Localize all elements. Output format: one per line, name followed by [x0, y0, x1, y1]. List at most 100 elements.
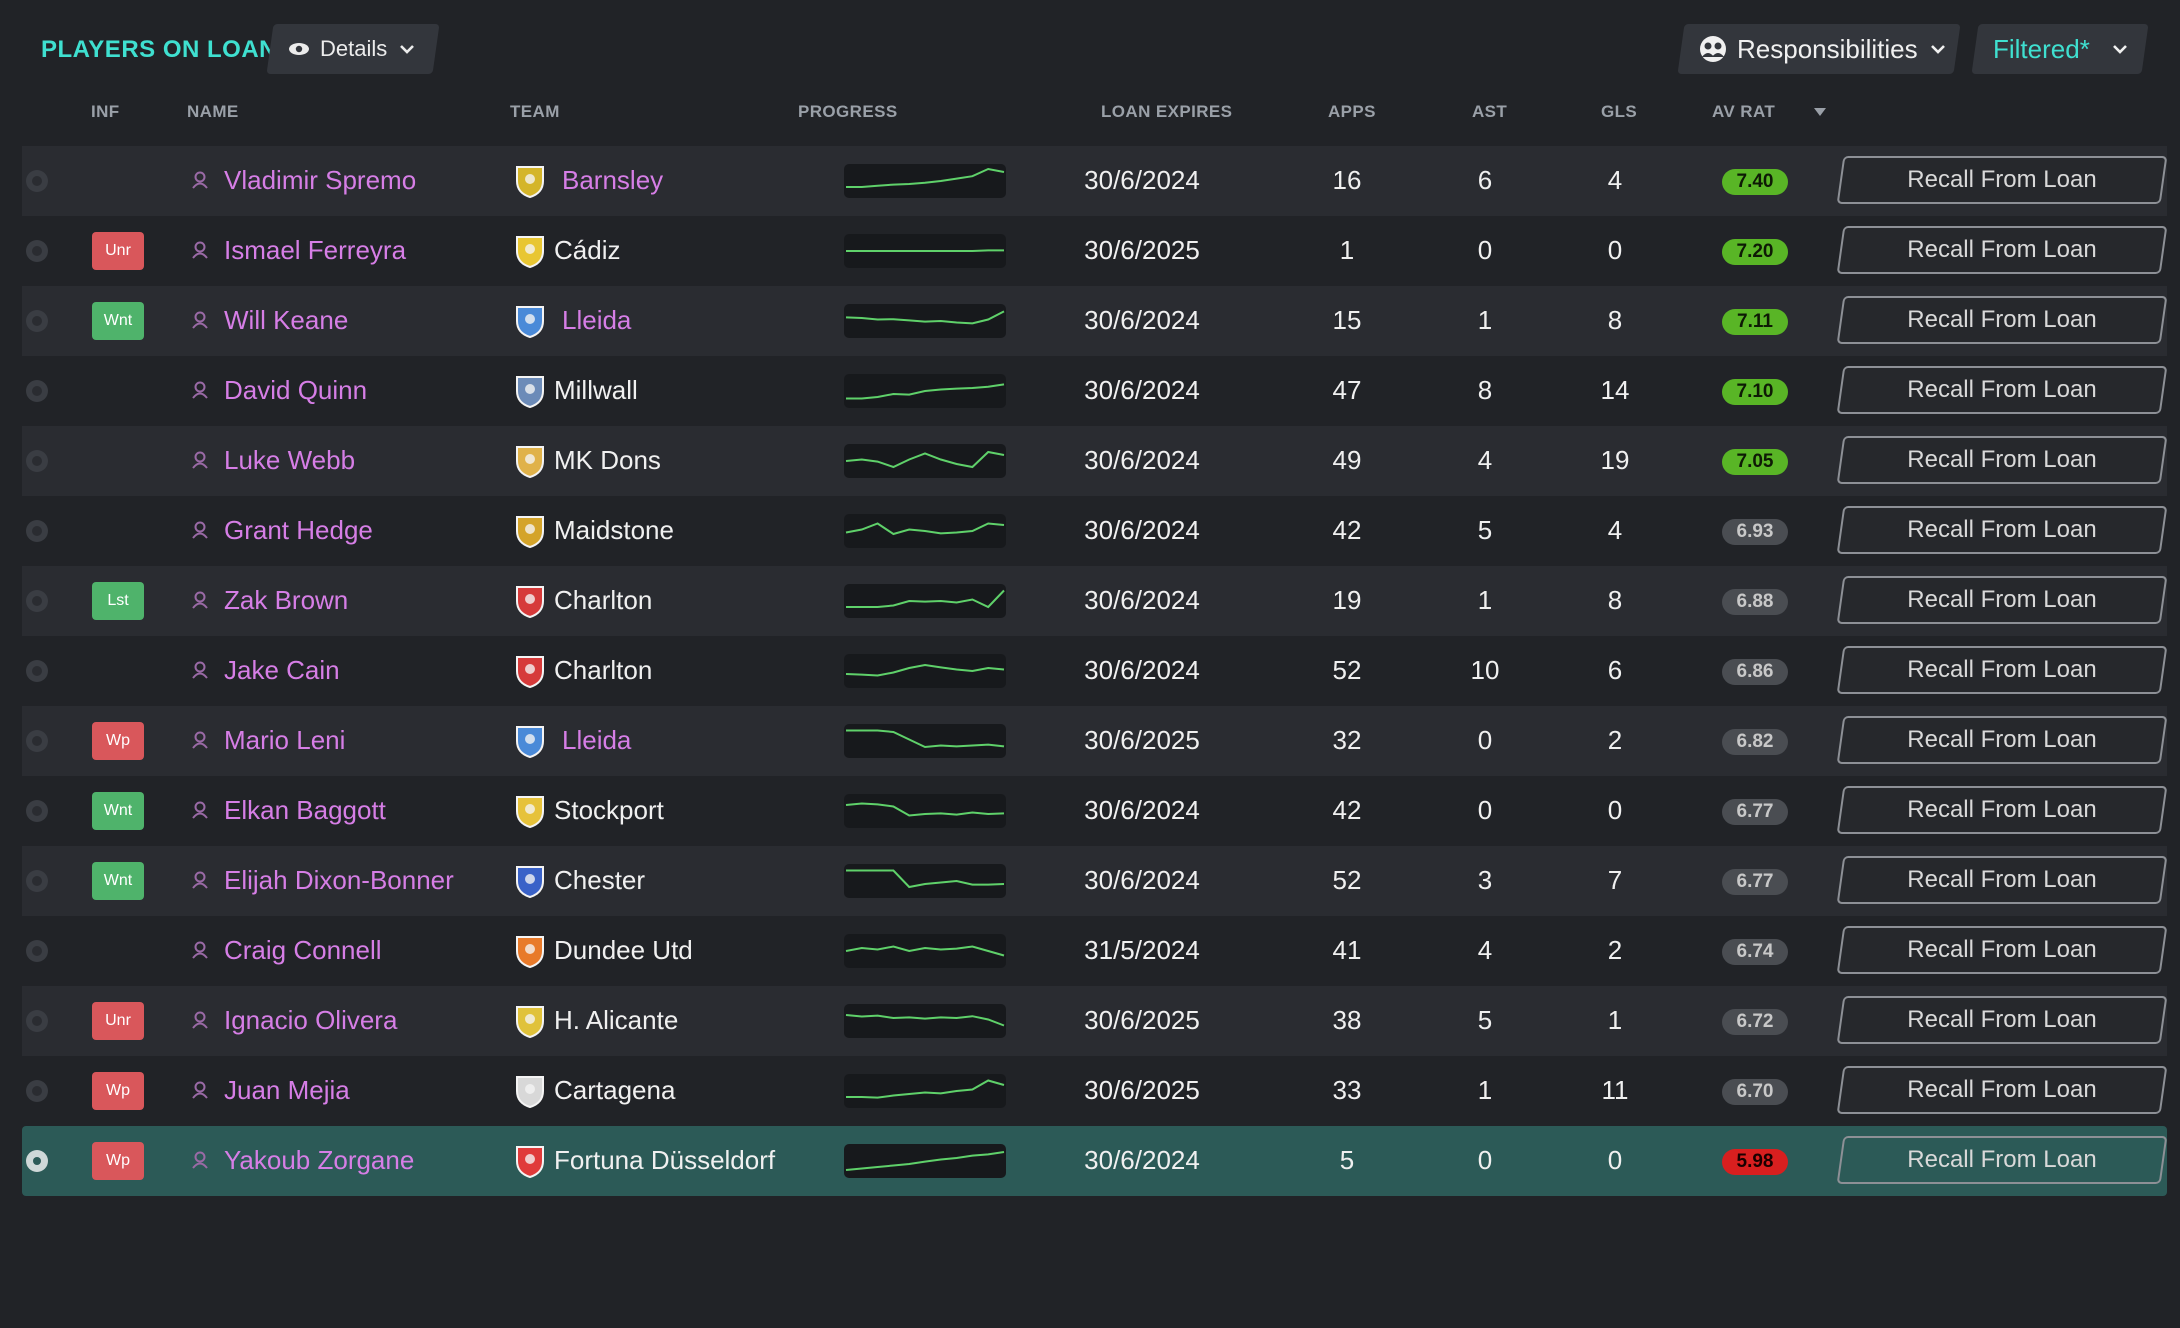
goals-value: 2 [1607, 935, 1623, 965]
apps-value: 38 [1332, 1005, 1362, 1035]
row-select-radio[interactable] [26, 450, 48, 472]
person-icon [192, 731, 208, 754]
recall-from-loan-button[interactable]: Recall From Loan [1836, 366, 2168, 414]
table-row[interactable]: Luke Webb MK Dons 30/6/2024 49 4 19 7.05… [22, 426, 2168, 496]
player-name-link[interactable]: Yakoub Zorgane [224, 1145, 415, 1175]
column-header-ast[interactable]: AST [1472, 102, 1508, 121]
apps-value: 15 [1332, 305, 1362, 335]
player-name-link[interactable]: Grant Hedge [224, 515, 373, 545]
column-header-inf[interactable]: INF [91, 102, 120, 121]
recall-from-loan-button[interactable]: Recall From Loan [1836, 156, 2168, 204]
table-row[interactable]: Jake Cain Charlton 30/6/2024 52 10 6 6.8… [22, 636, 2168, 706]
player-name-link[interactable]: Zak Brown [224, 585, 349, 615]
recall-label: Recall From Loan [1907, 306, 2097, 333]
person-icon [192, 801, 208, 824]
table-row[interactable]: Craig Connell Dundee Utd 31/5/2024 41 4 … [22, 916, 2168, 986]
row-select-radio[interactable] [26, 1150, 48, 1172]
player-name-link[interactable]: David Quinn [224, 375, 368, 405]
player-name-link[interactable]: Mario Leni [224, 725, 346, 755]
row-select-radio[interactable] [26, 170, 48, 192]
goals-value: 0 [1607, 1145, 1623, 1175]
team-name[interactable]: Lleida [562, 305, 632, 335]
assists-value: 10 [1470, 655, 1500, 685]
table-row[interactable]: Wp Juan Mejia Cartagena 30/6/2025 33 1 1… [22, 1056, 2168, 1126]
row-select-radio[interactable] [26, 800, 48, 822]
recall-from-loan-button[interactable]: Recall From Loan [1836, 926, 2168, 974]
row-select-radio[interactable] [26, 660, 48, 682]
progress-sparkline [844, 934, 1006, 968]
player-name-link[interactable]: Elkan Baggott [224, 795, 386, 825]
row-select-radio[interactable] [26, 380, 48, 402]
table-row[interactable]: Wp Yakoub Zorgane Fortuna Düsseldorf 30/… [22, 1126, 2168, 1196]
table-row[interactable]: Lst Zak Brown Charlton 30/6/2024 19 1 8 … [22, 566, 2168, 636]
team-name: Maidstone [554, 515, 674, 545]
recall-from-loan-button[interactable]: Recall From Loan [1836, 1066, 2168, 1114]
recall-from-loan-button[interactable]: Recall From Loan [1836, 716, 2168, 764]
millwall-crest-icon [514, 374, 546, 413]
player-name-link[interactable]: Juan Mejia [224, 1075, 350, 1105]
row-select-radio[interactable] [26, 870, 48, 892]
recall-from-loan-button[interactable]: Recall From Loan [1836, 996, 2168, 1044]
column-header-apps[interactable]: APPS [1328, 102, 1376, 121]
table-row[interactable]: Wp Mario Leni Lleida 30/6/2025 32 0 2 6.… [22, 706, 2168, 776]
column-header-loan-expires[interactable]: LOAN EXPIRES [1101, 102, 1233, 121]
table-row[interactable]: Vladimir Spremo Barnsley 30/6/2024 16 6 … [22, 146, 2168, 216]
column-header-gls[interactable]: GLS [1601, 102, 1638, 121]
table-row[interactable]: Wnt Will Keane Lleida 30/6/2024 15 1 8 7… [22, 286, 2168, 356]
column-header-progress[interactable]: PROGRESS [798, 102, 898, 121]
table-row[interactable]: Unr Ignacio Olivera H. Alicante 30/6/202… [22, 986, 2168, 1056]
recall-from-loan-button[interactable]: Recall From Loan [1836, 576, 2168, 624]
stockport-crest-icon [514, 794, 546, 833]
column-header-av-rat[interactable]: AV RAT [1712, 102, 1776, 121]
recall-from-loan-button[interactable]: Recall From Loan [1836, 856, 2168, 904]
recall-from-loan-button[interactable]: Recall From Loan [1836, 506, 2168, 554]
responsibilities-button[interactable]: Responsibilities [1677, 24, 1961, 74]
column-header-team[interactable]: TEAM [510, 102, 560, 121]
row-select-radio[interactable] [26, 730, 48, 752]
row-select-radio[interactable] [26, 310, 48, 332]
details-button[interactable]: Details [266, 24, 440, 74]
row-select-radio[interactable] [26, 590, 48, 612]
recall-from-loan-button[interactable]: Recall From Loan [1836, 226, 2168, 274]
row-select-radio[interactable] [26, 520, 48, 542]
player-name-link[interactable]: Elijah Dixon-Bonner [224, 865, 454, 895]
filter-button[interactable]: Filtered* [1971, 24, 2149, 74]
table-row[interactable]: Wnt Elijah Dixon-Bonner Chester 30/6/202… [22, 846, 2168, 916]
team-name[interactable]: Barnsley [562, 165, 664, 195]
progress-sparkline [844, 444, 1006, 478]
average-rating-badge: 6.72 [1722, 1009, 1788, 1035]
person-icon [192, 381, 208, 404]
table-row[interactable]: Wnt Elkan Baggott Stockport 30/6/2024 42… [22, 776, 2168, 846]
recall-from-loan-button[interactable]: Recall From Loan [1836, 296, 2168, 344]
table-row[interactable]: Grant Hedge Maidstone 30/6/2024 42 5 4 6… [22, 496, 2168, 566]
apps-value: 5 [1339, 1145, 1355, 1175]
assists-value: 1 [1477, 585, 1493, 615]
player-name-link[interactable]: Vladimir Spremo [224, 165, 417, 195]
loan-expires-value: 30/6/2025 [1084, 725, 1200, 755]
player-name-link[interactable]: Craig Connell [224, 935, 382, 965]
player-name-link[interactable]: Ignacio Olivera [224, 1005, 398, 1035]
progress-sparkline [844, 514, 1006, 548]
row-select-radio[interactable] [26, 940, 48, 962]
average-rating-badge: 6.70 [1722, 1079, 1788, 1105]
recall-from-loan-button[interactable]: Recall From Loan [1836, 786, 2168, 834]
player-name-link[interactable]: Jake Cain [224, 655, 340, 685]
table-row[interactable]: Unr Ismael Ferreyra Cádiz 30/6/2025 1 0 … [22, 216, 2168, 286]
team-name[interactable]: Lleida [562, 725, 632, 755]
column-header-name[interactable]: NAME [187, 102, 239, 121]
recall-from-loan-button[interactable]: Recall From Loan [1836, 646, 2168, 694]
row-select-radio[interactable] [26, 1010, 48, 1032]
sort-descending-icon[interactable] [1814, 108, 1826, 116]
player-name-link[interactable]: Ismael Ferreyra [224, 235, 407, 265]
apps-value: 41 [1332, 935, 1362, 965]
player-name-link[interactable]: Luke Webb [224, 445, 356, 475]
table-row[interactable]: David Quinn Millwall 30/6/2024 47 8 14 7… [22, 356, 2168, 426]
recall-from-loan-button[interactable]: Recall From Loan [1836, 1136, 2168, 1184]
row-select-radio[interactable] [26, 1080, 48, 1102]
goals-value: 19 [1600, 445, 1630, 475]
player-name-link[interactable]: Will Keane [224, 305, 349, 335]
sparkline-trend-line [846, 167, 1005, 188]
row-select-radio[interactable] [26, 240, 48, 262]
recall-from-loan-button[interactable]: Recall From Loan [1836, 436, 2168, 484]
person-icon [192, 1081, 208, 1104]
